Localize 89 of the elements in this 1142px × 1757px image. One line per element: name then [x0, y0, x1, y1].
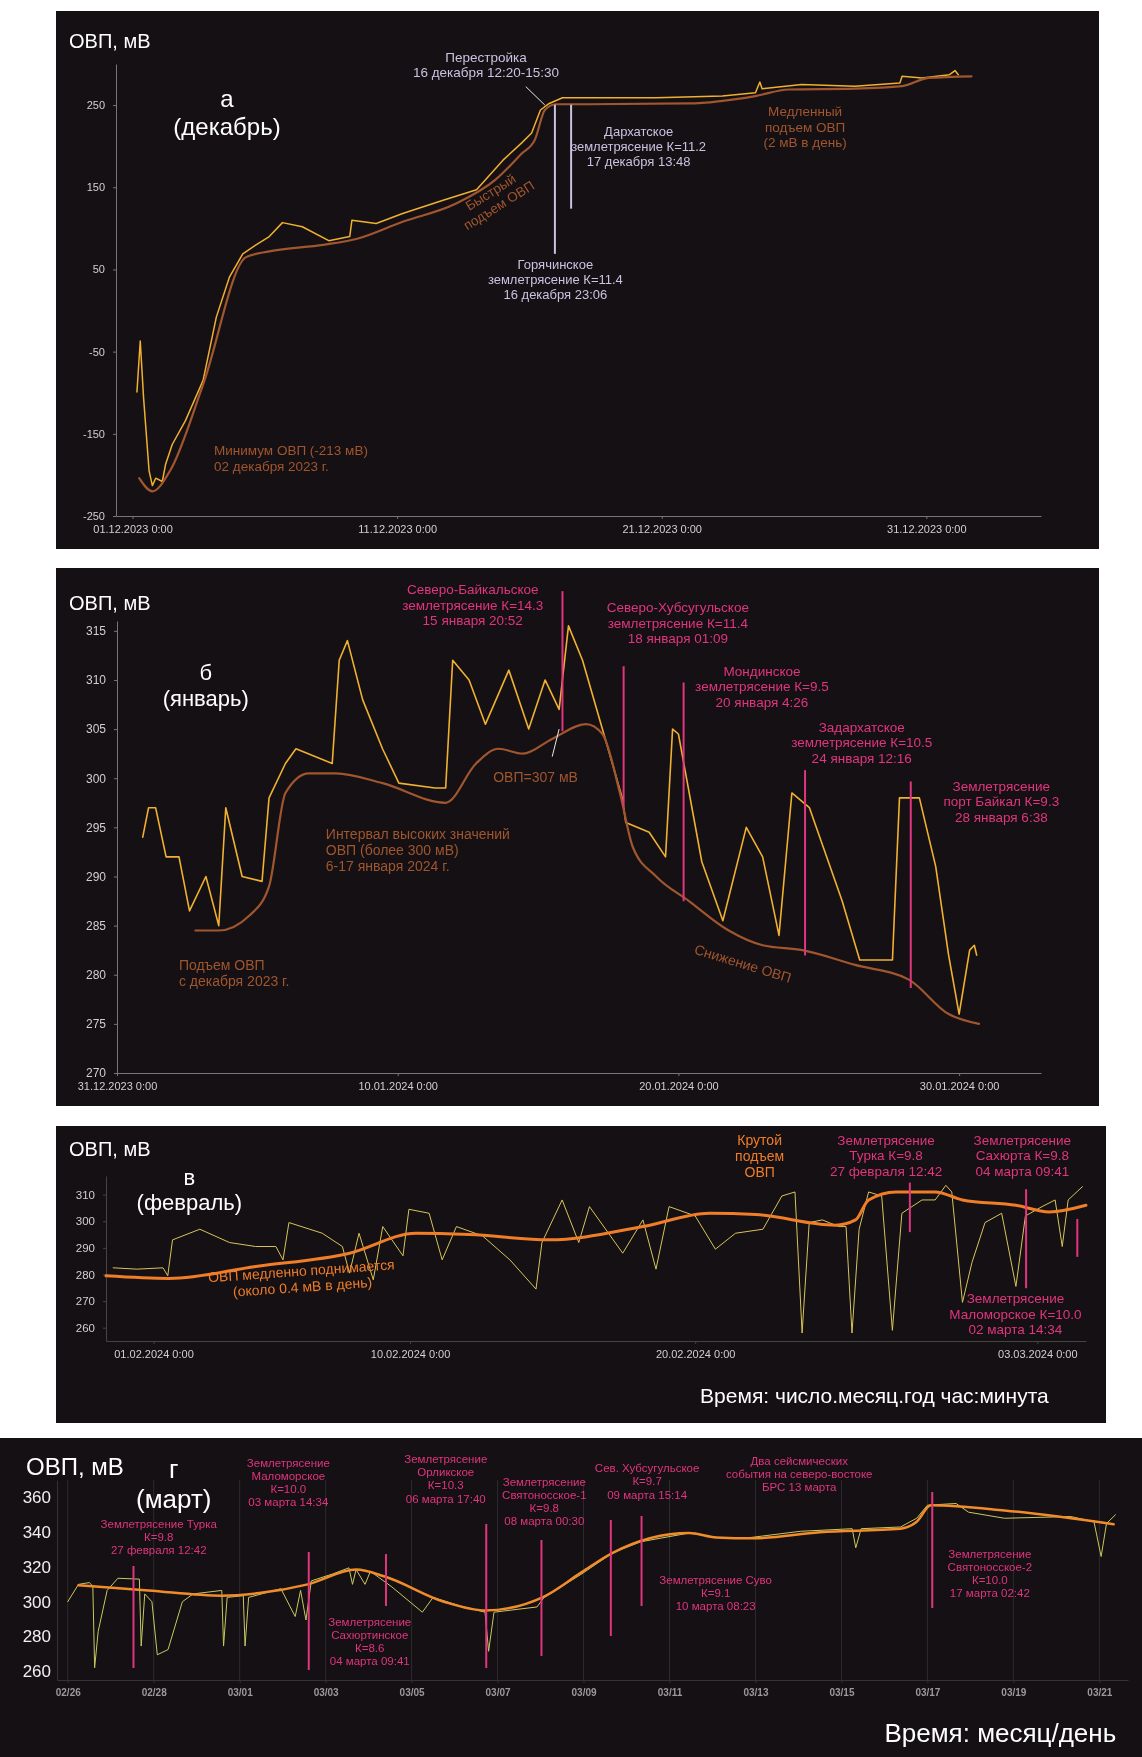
y-tick-label: 300	[85, 771, 107, 786]
x-tick-label: 10.02.2024 0:00	[370, 1347, 451, 1360]
y-tick-label: 320	[22, 1557, 51, 1577]
ref-line-label: Землетрясение Сахюрта К=9.8 04 марта 09:41	[973, 1132, 1072, 1179]
y-tick-label: 300	[75, 1215, 95, 1228]
ref-line-label: Землетрясение Суво К=9.1 10 марта 08:23	[659, 1573, 773, 1613]
y-tick-label: 275	[85, 1017, 107, 1032]
x-tick-label: 03/19	[1001, 1687, 1027, 1699]
x-tick-label: 03/17	[915, 1687, 941, 1699]
x-tick-label: 03/07	[485, 1687, 512, 1699]
ref-line-label: Мондинское землетрясение К=9.5 20 января 4:26	[695, 663, 829, 710]
y-tick-label: 285	[85, 918, 107, 933]
y-tick-label: 360	[22, 1488, 51, 1508]
chart-title: г (март)	[136, 1454, 212, 1514]
y-tick-label: 280	[75, 1268, 95, 1281]
annotation: Два сейсмических события на северо-востоке БРС 13 марта	[725, 1454, 873, 1494]
ref-line-label: Землетрясение Турка К=9.8 27 февраля 12:42	[829, 1132, 943, 1179]
y-tick-label: 280	[85, 968, 107, 983]
x-tick-label: 03/09	[571, 1687, 597, 1699]
y-axis-title: ОВП, мВ	[69, 1138, 151, 1160]
y-axis-title: ОВП, мВ	[69, 592, 151, 614]
ref-line-label: Землетрясение Орликское К=10.3 06 марта 17:40	[404, 1452, 488, 1505]
x-axis-title: Время: месяц/день	[884, 1718, 1117, 1749]
y-tick-label: 290	[75, 1242, 95, 1255]
x-tick-label: 03/01	[227, 1687, 254, 1699]
y-tick-label: 310	[85, 673, 107, 688]
x-tick-label: 30.01.2024 0:00	[919, 1079, 1000, 1092]
ref-line-label: Землетрясение Турка К=9.8 27 февраля 12:42	[100, 1517, 218, 1557]
ref-line-label: Задархатское землетрясение К=10.5 24 января 12:16	[791, 719, 933, 766]
ref-line-label: Землетрясение Маломорское К=10.0 03 марта 14:34	[246, 1456, 330, 1509]
y-tick-label: 280	[22, 1627, 51, 1647]
y-axis-title: ОВП, мВ	[26, 1453, 124, 1481]
annotation: Перестройка 16 декабря 12:20-15:30	[412, 49, 560, 81]
y-tick-label: -250	[82, 510, 105, 523]
text: б (январь)	[162, 660, 249, 711]
x-tick-label: 02/28	[141, 1687, 168, 1699]
annotation: Минимум ОВП (-213 мВ) 02 декабря 2023 г.	[214, 443, 368, 474]
y-tick-label: 300	[22, 1592, 51, 1612]
x-tick-label: 01.12.2023 0:00	[93, 522, 173, 535]
y-tick-label: -50	[89, 345, 105, 358]
x-tick-label: 11.12.2023 0:00	[358, 522, 437, 535]
y-tick-label: 310	[75, 1188, 95, 1201]
x-tick-label: 02/26	[55, 1687, 82, 1699]
y-tick-label: 260	[22, 1662, 51, 1682]
x-tick-label: 01.02.2024 0:00	[114, 1347, 194, 1360]
x-tick-label: 10.01.2024 0:00	[358, 1079, 438, 1092]
x-tick-label: 03/11	[657, 1687, 683, 1699]
x-tick-label: 03/21	[1087, 1687, 1113, 1699]
ref-line-label: Землетрясение порт Байкал К=9.3 28 января 6:38	[943, 778, 1060, 825]
x-tick-label: 03.03.2024 0:00	[998, 1347, 1078, 1360]
x-tick-label: 31.12.2023 0:00	[77, 1079, 158, 1092]
annotation: Медленный подъем ОВП (2 мВ в день)	[763, 104, 847, 151]
x-tick-label: 03/15	[829, 1687, 855, 1699]
ref-line-label: Землетрясение Сахюртинское К=8.6 04 марта 09:41	[328, 1615, 412, 1668]
y-tick-label: 295	[85, 820, 107, 835]
y-tick-label: -150	[82, 427, 105, 440]
y-tick-label: 290	[85, 869, 107, 884]
ref-line-label: Землетрясение Святоносское-2 К=10.0 17 марта 02:42	[947, 1547, 1033, 1600]
text: а (декабрь)	[173, 85, 281, 140]
ref-line-label: Сев. Хубсугульское К=9.7 09 марта 15:14	[594, 1462, 700, 1501]
y-tick-label: 305	[85, 722, 107, 737]
x-tick-label: 03/05	[399, 1687, 426, 1699]
x-axis-title: Время: число.месяц.год час:минута	[700, 1384, 1050, 1408]
annotation: Подъем ОВП с декабря 2023 г.	[178, 956, 290, 989]
y-tick-label: 270	[85, 1066, 107, 1081]
ref-line-label: Северо-Хубсугульское землетрясение К=11.4 18 января 01:09	[606, 600, 749, 647]
ref-line-label: Горячинское землетрясение К=11.4 16 декабря 23:06	[487, 257, 623, 303]
y-tick-label: 260	[75, 1321, 95, 1334]
x-tick-label: 03/13	[743, 1687, 769, 1699]
ref-line-label: Землетрясение Святоносское-1 К=9.8 08 марта 00:30	[502, 1475, 587, 1528]
x-tick-label: 20.01.2024 0:00	[639, 1079, 719, 1092]
x-tick-label: 31.12.2023 0:00	[887, 522, 967, 535]
ref-line-label: Северо-Байкальское землетрясение К=14.3 15 января 20:52	[402, 582, 544, 629]
ref-line-label: Землетрясение Маломорское К=10.0 02 марта 14:34	[949, 1290, 1082, 1338]
x-tick-label: 21.12.2023 0:00	[622, 522, 702, 535]
annotation: ОВП=307 мВ	[493, 769, 578, 786]
y-tick-label: 150	[86, 181, 105, 194]
annotation: Интервал высоких значений ОВП (более 300 мВ) 6-17 января 2024 г.	[325, 825, 510, 874]
ref-line-label: Дархатское землетрясение К=11.2 17 декабря 13:48	[571, 124, 707, 169]
y-tick-label: 250	[86, 99, 105, 112]
y-tick-label: 50	[92, 263, 105, 276]
x-tick-label: 20.02.2024 0:00	[655, 1347, 736, 1360]
y-axis-title: ОВП, мВ	[69, 30, 151, 52]
y-tick-label: 315	[85, 624, 107, 639]
chart-title: в (февраль)	[136, 1164, 243, 1216]
annotation: Крутой подъем ОВП	[735, 1132, 785, 1181]
y-tick-label: 340	[22, 1523, 51, 1543]
x-tick-label: 03/03	[313, 1687, 340, 1699]
y-tick-label: 270	[75, 1295, 95, 1308]
